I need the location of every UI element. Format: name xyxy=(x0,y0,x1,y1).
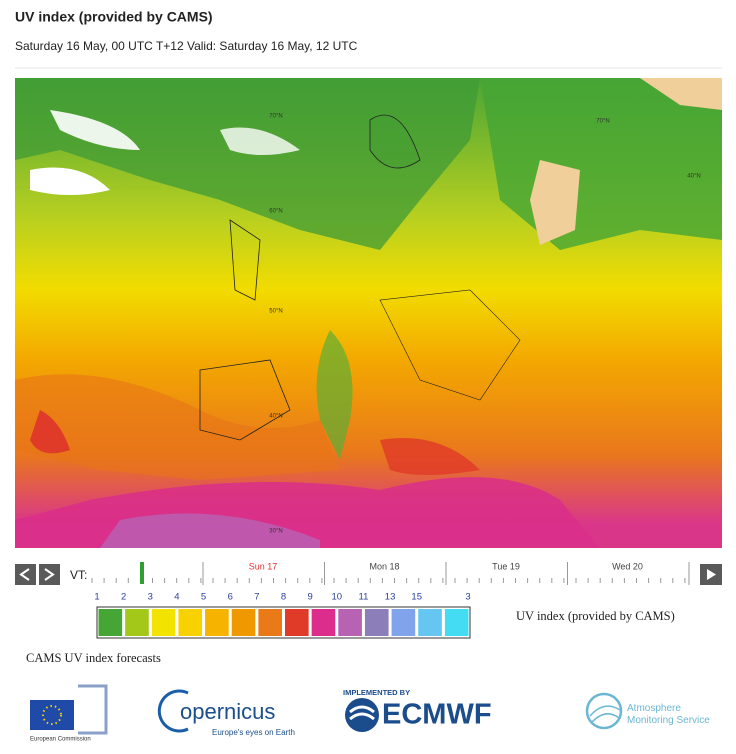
legend-swatch xyxy=(151,609,176,636)
legend-label: 6 xyxy=(228,592,233,603)
subtitle: Saturday 16 May, 00 UTC T+12 Valid: Satu… xyxy=(15,39,358,53)
title: UV index (provided by CAMS) xyxy=(15,9,213,25)
copernicus-text: opernicus xyxy=(180,699,275,724)
legend-swatch xyxy=(418,609,442,636)
lat-label: 60°N xyxy=(269,209,282,215)
copernicus-logo: opernicus Europe's eyes on Earth xyxy=(157,689,295,737)
legend-swatch xyxy=(391,609,416,636)
legend-label: 15 xyxy=(411,592,422,603)
legend: 1 2 3 4 5 6 7 8 9 10 11 13 15 3 xyxy=(94,592,471,639)
lat-label: 70°N xyxy=(269,114,282,120)
legend-swatch xyxy=(364,609,389,636)
legend-frame xyxy=(96,606,471,639)
legend-swatch xyxy=(205,609,229,636)
ec-logo: European Commission xyxy=(30,684,108,743)
legend-swatch xyxy=(444,609,469,636)
ec-text: European Commission xyxy=(30,737,91,743)
vt-label: VT: xyxy=(70,568,87,582)
prev-button[interactable] xyxy=(15,564,36,585)
legend-label: 4 xyxy=(174,592,179,603)
lat-label: 50°N xyxy=(269,309,282,315)
legend-label: 5 xyxy=(201,592,206,603)
day-label: Tue 19 xyxy=(492,561,520,571)
legend-label: 3 xyxy=(148,592,153,603)
lat-label: 30°N xyxy=(269,529,282,535)
legend-label: 11 xyxy=(358,592,368,603)
time-marker[interactable] xyxy=(140,562,144,584)
lat-label: 40°N xyxy=(687,174,700,180)
cams-text: Atmosphere Monitoring Service xyxy=(627,703,710,726)
legend-label: 10 xyxy=(331,592,342,603)
legend-swatch xyxy=(258,609,282,636)
legend-label: 3 xyxy=(465,592,470,603)
legend-swatch xyxy=(98,609,123,636)
legend-label: 7 xyxy=(254,592,259,603)
legend-swatch xyxy=(338,609,362,636)
legend-label: 13 xyxy=(385,592,396,603)
legend-swatch xyxy=(231,609,256,636)
legend-label: 9 xyxy=(307,592,312,603)
next-button[interactable] xyxy=(39,564,60,585)
ecmwf-logo: IMPLEMENTED BY ECMWF xyxy=(343,688,492,732)
legend-label: 1 xyxy=(94,592,99,603)
cams-logo: Atmosphere Monitoring Service xyxy=(585,692,710,730)
legend-swatch xyxy=(178,609,203,636)
day-label: Mon 18 xyxy=(369,561,399,571)
ecmwf-text: ECMWF xyxy=(382,699,492,731)
lat-label: 70°N xyxy=(596,119,609,125)
legend-swatch xyxy=(311,609,336,636)
map xyxy=(15,78,722,548)
timeline: VT: Sun 17 Mon 18 Tue 19 Wed 20 xyxy=(15,561,722,585)
legend-label: 8 xyxy=(281,592,286,603)
copernicus-tagline: Europe's eyes on Earth xyxy=(212,728,295,737)
legend-swatch xyxy=(285,609,309,636)
lat-label: 40°N xyxy=(269,414,282,420)
ecmwf-pre: IMPLEMENTED BY xyxy=(343,688,410,697)
legend-label: 2 xyxy=(121,592,126,603)
day-label: Sun 17 xyxy=(249,561,278,571)
lat-labels: 70°N 60°N 50°N 40°N 30°N 70°N 40°N xyxy=(269,114,700,535)
caption: CAMS UV index forecasts xyxy=(26,651,161,665)
legend-swatch xyxy=(125,609,149,636)
legend-title: UV index (provided by CAMS) xyxy=(516,609,675,623)
day-label: Wed 20 xyxy=(612,561,643,571)
